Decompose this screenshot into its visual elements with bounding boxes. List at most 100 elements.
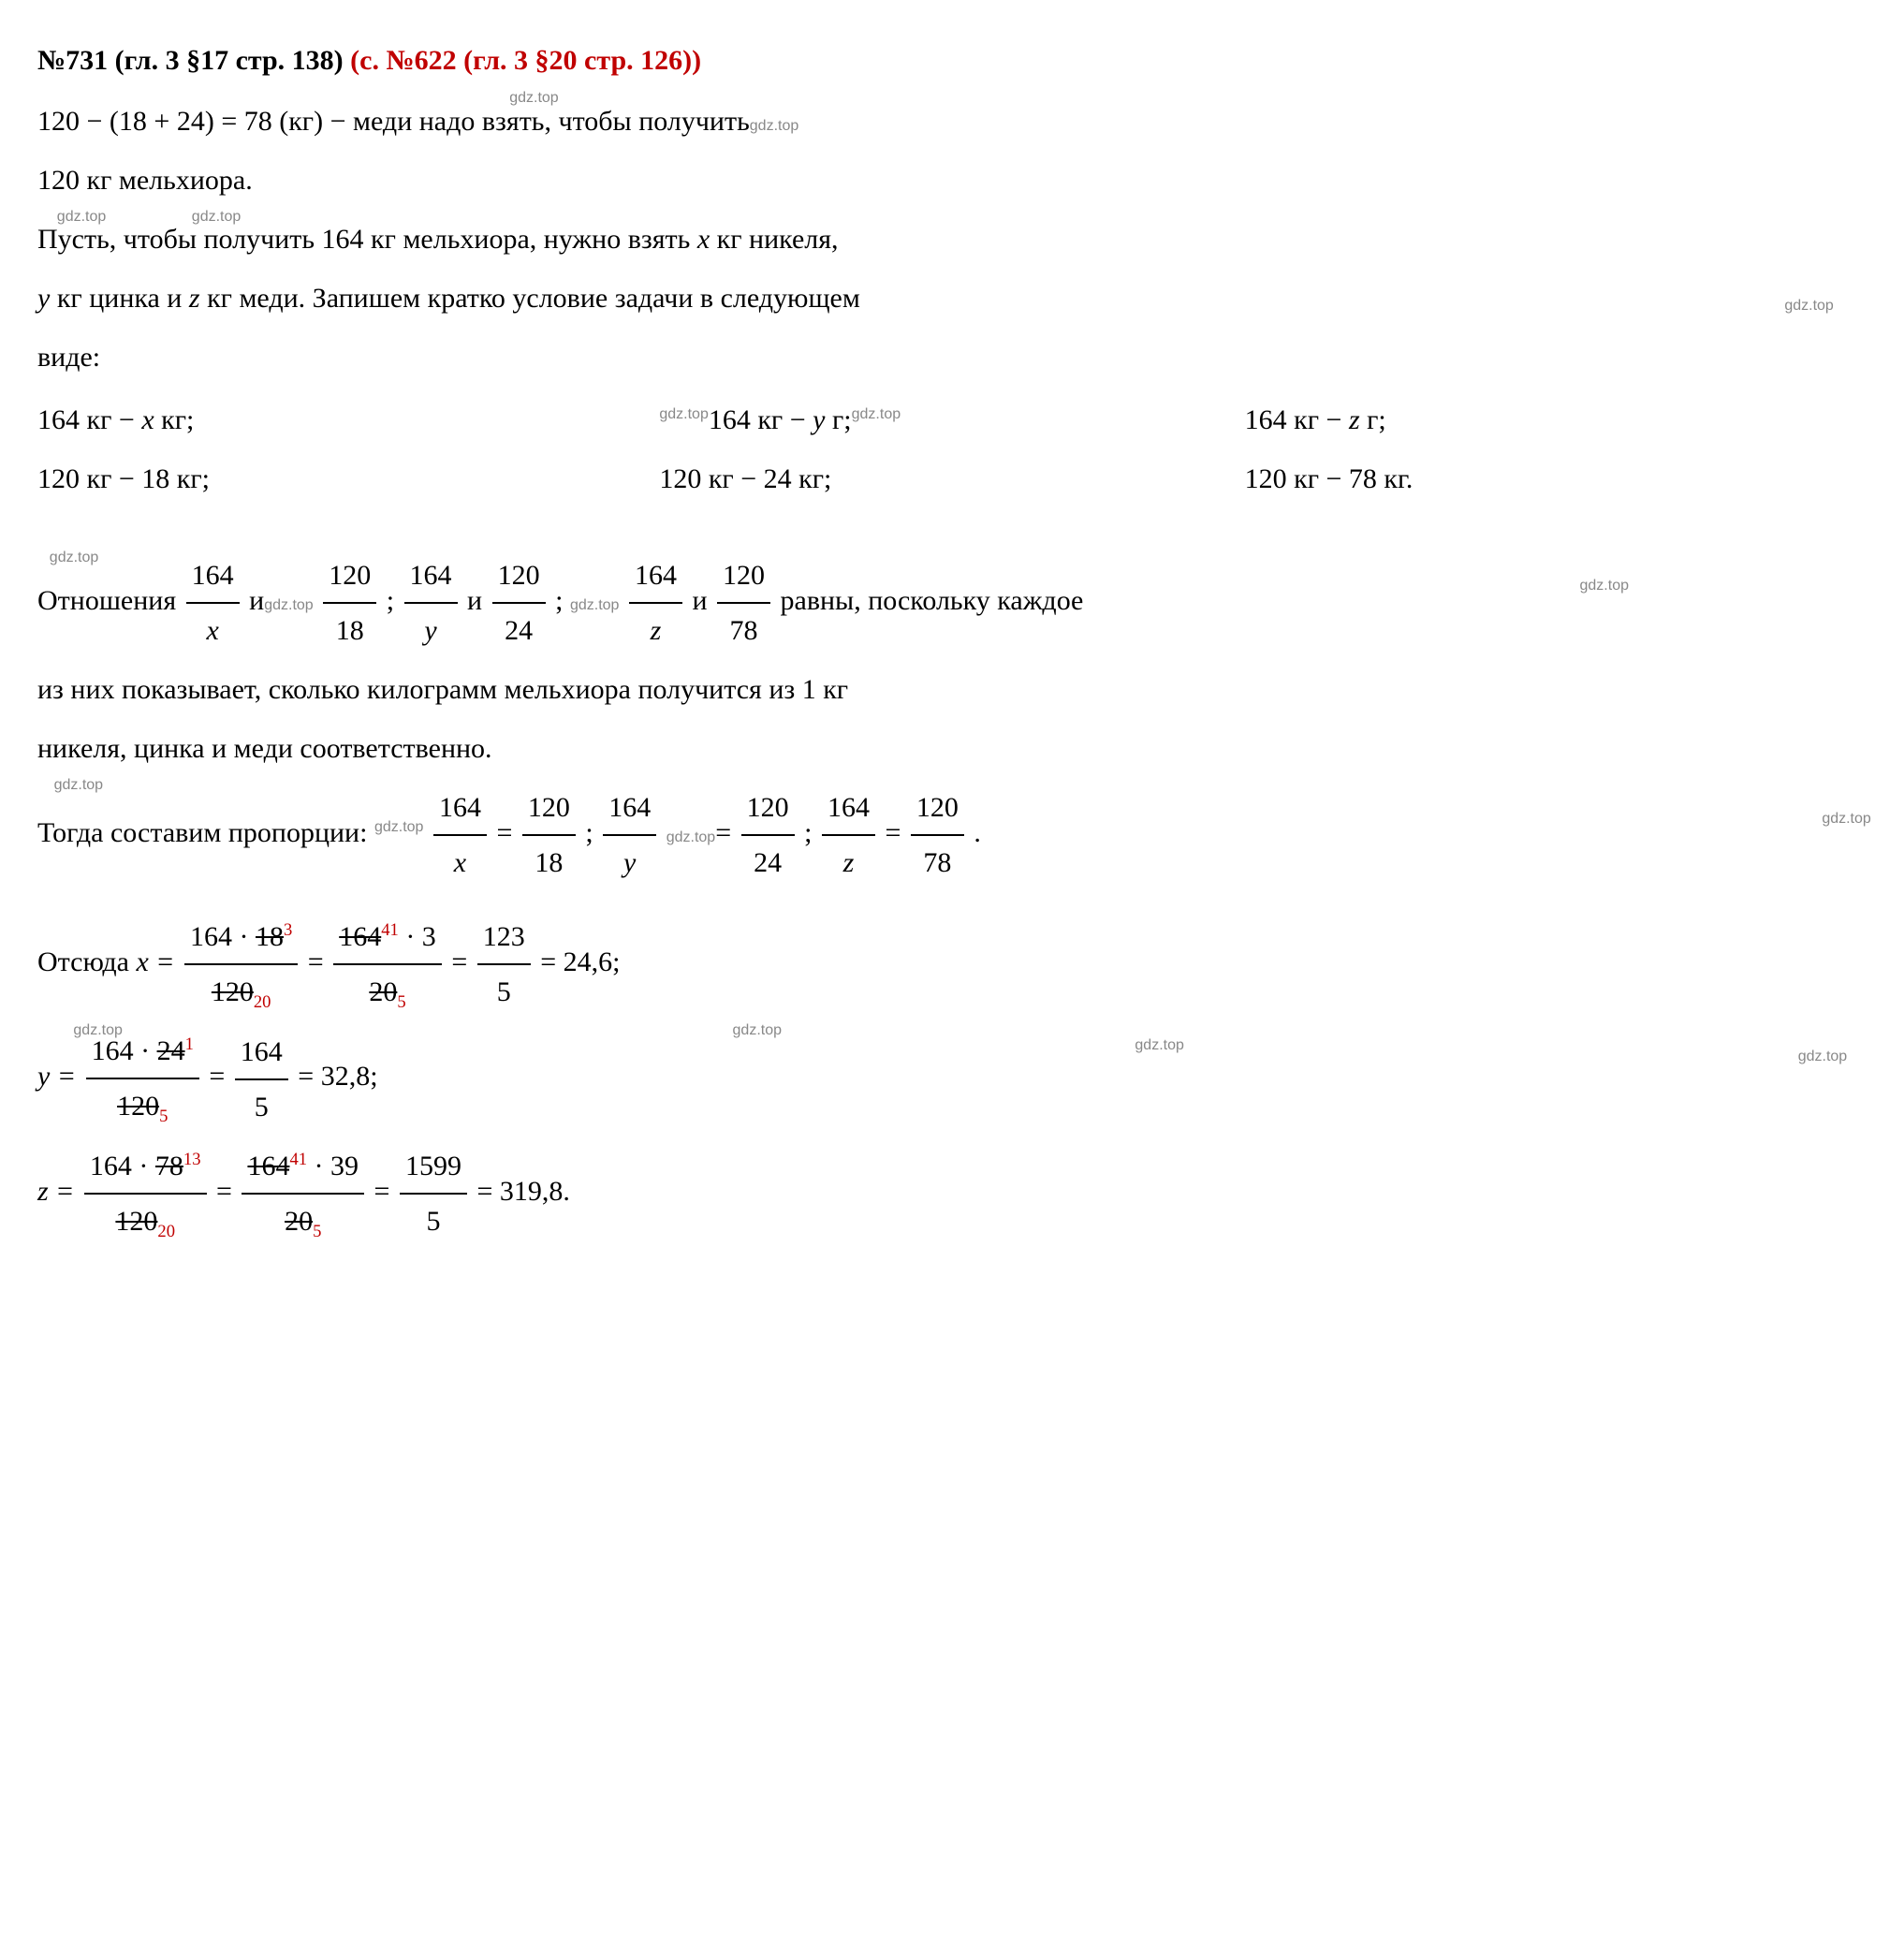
z-line: z = 164 · 7813 12020 = 16441 · 39 205 = … — [37, 1139, 1867, 1248]
xf1d: 120 — [212, 976, 254, 1007]
yeq1: = — [209, 1061, 231, 1092]
zf1sup: 13 — [183, 1150, 201, 1169]
line4a: кг цинка и — [50, 283, 189, 314]
var-x: x — [141, 404, 154, 435]
line5: виде: — [37, 330, 1867, 384]
and2: и — [467, 585, 482, 616]
g-r1c1b: кг; — [154, 404, 195, 435]
line1-expr: 120 − (18 + 24) = 78 (кг) — [37, 106, 323, 137]
line3a: Пусть, чтобы получить 164 кг мельхиора, … — [37, 224, 697, 255]
zf2d: 20 — [285, 1206, 313, 1237]
zf2sub: 5 — [313, 1222, 321, 1241]
zf3n: 1599 — [400, 1139, 467, 1193]
xf3d: 5 — [477, 963, 531, 1019]
zf2n2: · 39 — [307, 1151, 359, 1181]
p1rn: 120 — [522, 781, 576, 834]
yf2d: 5 — [235, 1078, 288, 1134]
xeq1: = — [308, 946, 330, 977]
var-y: y — [623, 847, 636, 878]
f6n: 120 — [717, 549, 770, 602]
f2d: 18 — [323, 602, 376, 657]
var-z: z — [1349, 404, 1360, 435]
watermark: gdz.top — [1580, 572, 1629, 600]
semi2: ; — [555, 585, 570, 616]
zf1n2: 78 — [155, 1151, 183, 1181]
f3n: 164 — [404, 549, 458, 602]
xf2sup: 41 — [381, 920, 399, 940]
xf1n1: 164 · — [190, 921, 256, 952]
f1n: 164 — [186, 549, 240, 602]
semi1: ; — [387, 585, 402, 616]
title-black: №731 (гл. 3 §17 стр. 138) — [37, 45, 350, 76]
var-z: z — [843, 847, 855, 878]
dot: . — [974, 817, 981, 848]
yf1d: 120 — [117, 1091, 159, 1122]
g-r1c2a: 164 кг − — [709, 404, 813, 435]
z-var: z = — [37, 1176, 81, 1207]
title-red: (с. №622 (гл. 3 §20 стр. 126)) — [350, 45, 701, 76]
xf2n1: 164 — [339, 921, 381, 952]
watermark: gdz.top — [570, 597, 619, 613]
f4d: 24 — [492, 602, 546, 657]
x-var: x = — [136, 946, 182, 977]
watermark: gdz.top — [192, 203, 241, 231]
watermark: gdz.top — [1784, 292, 1833, 320]
yf2n: 164 — [235, 1025, 288, 1078]
y-line: gdz.top gdz.top gdz.top gdz.top y = 164 … — [37, 1024, 1867, 1133]
zf1sub: 20 — [157, 1222, 175, 1241]
x-line: Отсюда x = 164 · 183 12020 = 16441 · 3 2… — [37, 910, 1867, 1019]
f4n: 120 — [492, 549, 546, 602]
watermark: gdz.top — [666, 829, 715, 845]
yf1sub: 5 — [159, 1107, 168, 1126]
xf2d: 20 — [369, 976, 397, 1007]
zf2sup: 41 — [289, 1150, 307, 1169]
g-r1c3b: г; — [1360, 404, 1386, 435]
p1rd: 18 — [522, 834, 576, 889]
watermark: gdz.top — [750, 118, 798, 134]
grid-row1: 164 кг − x кг; gdz.top164 кг − y г;gdz.t… — [37, 393, 1867, 447]
g-r1c1a: 164 кг − — [37, 404, 141, 435]
watermark: gdz.top — [57, 203, 106, 231]
zf1n1: 164 · — [90, 1151, 155, 1181]
xeq3: = — [540, 946, 563, 977]
xf2n2: · 3 — [399, 921, 436, 952]
var-z: z — [189, 283, 200, 314]
line1: 120 − (18 + 24) = 78 (кг) − меди надо вз… — [37, 95, 1867, 148]
watermark: gdz.top — [659, 406, 708, 422]
watermark: gdz.top — [54, 771, 103, 799]
zf3d: 5 — [400, 1193, 467, 1248]
var-x: x — [697, 224, 710, 255]
y-var: y = — [37, 1061, 83, 1092]
var-y: y — [424, 615, 436, 646]
yres: 32,8; — [321, 1061, 378, 1092]
eq3: = — [885, 817, 907, 848]
grid-row2: 120 кг − 18 кг; 120 кг − 24 кг; 120 кг −… — [37, 452, 1867, 506]
relations-line: gdz.top Отношения 164x иgdz.top 12018 ; … — [37, 549, 1867, 657]
g-r1c3a: 164 кг − — [1245, 404, 1349, 435]
var-z: z — [651, 615, 662, 646]
g-r2c3: 120 кг − 78 кг. — [1245, 452, 1867, 506]
watermark: gdz.top — [264, 597, 313, 613]
xf2sub: 5 — [397, 992, 405, 1012]
watermark: gdz.top — [73, 1017, 122, 1045]
xeq2: = — [451, 946, 474, 977]
p2rn: 120 — [741, 781, 795, 834]
var-y: y — [37, 283, 50, 314]
xf3n: 123 — [477, 910, 531, 963]
zeq2: = — [374, 1176, 397, 1207]
prop-lead: Тогда составим пропорции: — [37, 817, 374, 848]
and1: и — [249, 585, 264, 616]
yf1n2: 24 — [157, 1035, 185, 1066]
p3rd: 78 — [911, 834, 964, 889]
watermark: gdz.top — [1822, 805, 1870, 833]
zeq3: = — [476, 1176, 499, 1207]
var-x: x — [206, 615, 218, 646]
zres: 319,8. — [500, 1176, 570, 1207]
line2: 120 кг мельхиора. — [37, 154, 1867, 207]
p3rn: 120 — [911, 781, 964, 834]
x-lead: Отсюда — [37, 946, 136, 977]
line3: gdz.top gdz.top Пусть, чтобы получить 16… — [37, 213, 1867, 266]
var-y: y — [813, 404, 825, 435]
watermark: gdz.top — [1135, 1032, 1183, 1060]
g-r2c1: 120 кг − 18 кг; — [37, 452, 659, 506]
